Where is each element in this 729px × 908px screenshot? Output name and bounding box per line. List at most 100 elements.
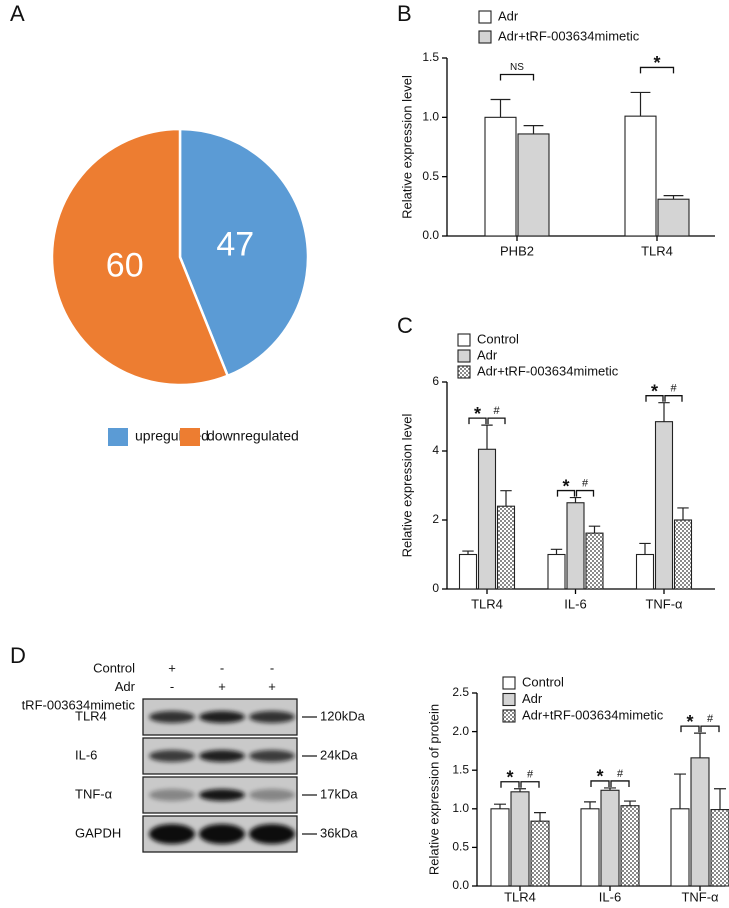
treatment-sign: - [220, 660, 224, 675]
significance-label: * [686, 712, 693, 732]
error-bar [550, 548, 563, 555]
legend-label: Adr+tRF-003634mimetic [477, 363, 619, 378]
significance-bracket [610, 780, 630, 787]
x-tick-label: TLR4 [471, 596, 503, 611]
error-bar [534, 812, 546, 822]
significance-label: * [653, 53, 660, 73]
error-bar [494, 803, 506, 809]
y-tick-label: 2.5 [452, 685, 469, 699]
significance-label: * [506, 767, 513, 787]
bar [635, 553, 655, 590]
y-tick-label: 2 [432, 512, 439, 526]
bar [710, 809, 729, 887]
y-tick-label: 1.0 [422, 110, 439, 124]
bar [566, 502, 585, 590]
legend-label: Control [522, 674, 564, 689]
slice-label: 47 [216, 225, 254, 263]
x-tick-label: TNF-α [645, 596, 683, 611]
significance-label: # [707, 713, 714, 725]
error-bar [584, 801, 596, 809]
treatment-sign: - [170, 679, 174, 694]
y-axis-title: Relative expression level [399, 413, 414, 557]
treatment-sign: + [268, 679, 276, 694]
significance-label: # [670, 383, 677, 395]
x-tick-label: PHB2 [500, 243, 534, 258]
legend-swatch [180, 428, 200, 446]
legend-label: downregulated [207, 428, 299, 444]
treatment-label: tRF-003634mimetic [22, 697, 136, 712]
blot-band [249, 824, 295, 844]
y-tick-label: 0 [432, 581, 439, 595]
bar [517, 133, 550, 237]
x-tick-label: TNF-α [681, 889, 719, 904]
error-bar [523, 125, 544, 134]
treatment-sign: + [168, 660, 176, 675]
bar [673, 519, 693, 590]
error-bar [490, 98, 511, 118]
significance-bracket [468, 417, 487, 425]
error-bar [514, 788, 526, 792]
error-bar [569, 496, 582, 503]
error-bar [500, 490, 512, 507]
legend-label: Adr [477, 347, 498, 362]
y-tick-label: 2.0 [452, 724, 469, 738]
y-axis-title: Relative expression level [399, 75, 414, 219]
blot-band [149, 750, 195, 762]
error-bar [624, 800, 636, 806]
y-tick-label: 1.5 [452, 762, 469, 776]
blot-band [199, 750, 245, 762]
pie-slice [178, 127, 310, 378]
error-bar [694, 732, 706, 758]
y-tick-label: 1.0 [452, 801, 469, 815]
blot-band [249, 711, 295, 723]
y-tick-label: 4 [432, 443, 439, 457]
panel-label: D [10, 643, 26, 668]
error-bar [674, 773, 686, 809]
error-bar [462, 550, 474, 555]
blot-band [149, 711, 195, 723]
blot-band [199, 789, 245, 801]
significance-bracket [590, 780, 610, 787]
size-label: 17kDa [320, 786, 358, 801]
significance-label: * [651, 381, 658, 401]
significance-bracket [520, 781, 540, 788]
error-bar [714, 788, 726, 810]
legend-swatch [457, 349, 471, 363]
y-tick-label: 0.0 [452, 878, 469, 892]
treatment-sign: - [270, 660, 274, 675]
legend-swatch [502, 676, 516, 690]
y-tick-label: 0.0 [422, 228, 439, 242]
significance-bracket [680, 725, 700, 733]
blot-band [199, 711, 245, 723]
y-tick-label: 0.5 [422, 169, 439, 183]
legend-swatch [108, 428, 128, 446]
bar [690, 757, 710, 887]
treatment-label: Adr [115, 679, 136, 694]
significance-bracket [645, 395, 664, 402]
significance-label: * [596, 767, 603, 787]
legend-swatch [457, 333, 471, 347]
bar [530, 820, 550, 887]
bar [580, 808, 600, 887]
bar [484, 116, 517, 237]
legend-swatch [502, 692, 516, 707]
bar [657, 198, 690, 237]
error-bar [604, 787, 616, 791]
y-tick-label: 6 [432, 374, 439, 388]
x-tick-label: TLR4 [641, 243, 673, 258]
error-bar [630, 91, 651, 117]
legend-swatch [457, 365, 471, 379]
error-bar [639, 542, 651, 555]
significance-bracket [700, 725, 720, 733]
treatment-sign: + [218, 679, 226, 694]
bar [624, 115, 657, 237]
legend-label: Adr [498, 8, 519, 23]
bar [670, 808, 690, 887]
error-bar [481, 424, 493, 450]
protein-label: GAPDH [75, 825, 121, 840]
legend-label: Adr+tRF-003634mimetic [498, 28, 640, 43]
panel-label: B [397, 1, 412, 26]
pie-slice [50, 127, 230, 387]
x-tick-label: IL-6 [599, 889, 621, 904]
